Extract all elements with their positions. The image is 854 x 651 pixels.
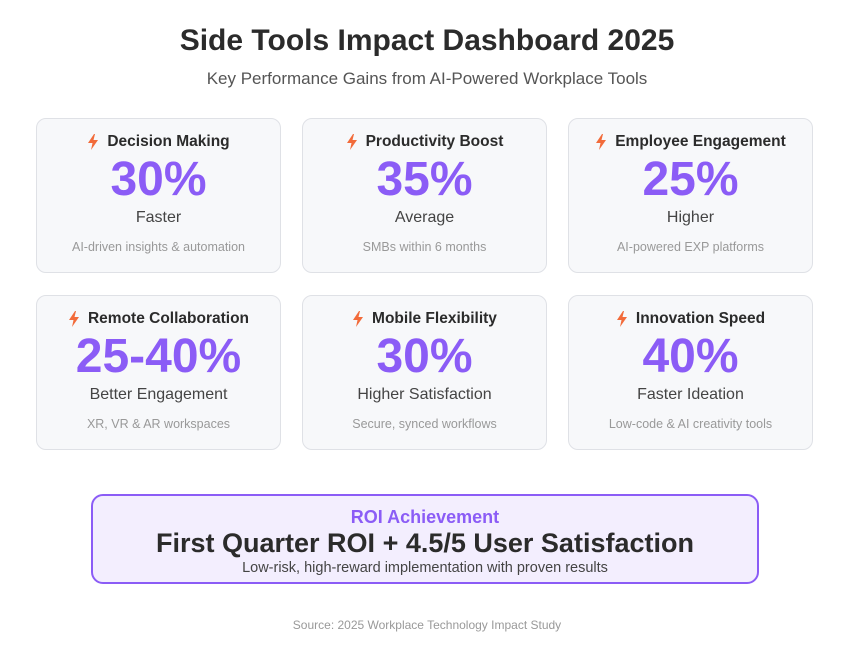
roi-label: ROI Achievement bbox=[350, 507, 500, 527]
card-description: Faster bbox=[135, 209, 182, 226]
metric-card-productivity-boost: Productivity Boost 35% Average SMBs with… bbox=[302, 118, 547, 273]
metric-card-decision-making: Decision Making 30% Faster AI-driven ins… bbox=[36, 118, 281, 273]
card-title: Mobile Flexibility bbox=[372, 310, 497, 327]
card-header: Innovation Speed bbox=[569, 309, 812, 329]
metrics-grid: Decision Making 30% Faster AI-driven ins… bbox=[36, 118, 814, 450]
card-note: SMBs within 6 months bbox=[362, 240, 487, 254]
card-header: Employee Engagement bbox=[569, 132, 812, 152]
metric-card-remote-collaboration: Remote Collaboration 25-40% Better Engag… bbox=[36, 295, 281, 450]
metric-card-mobile-flexibility: Mobile Flexibility 30% Higher Satisfacti… bbox=[302, 295, 547, 450]
card-value: 25% bbox=[642, 153, 739, 206]
card-value: 35% bbox=[376, 153, 473, 206]
card-title: Remote Collaboration bbox=[87, 310, 250, 327]
source-footnote: Source: 2025 Workplace Technology Impact… bbox=[292, 618, 562, 632]
page-subtitle: Key Performance Gains from AI-Powered Wo… bbox=[206, 69, 648, 88]
card-description: Higher bbox=[666, 209, 715, 226]
metric-card-innovation-speed: Innovation Speed 40% Faster Ideation Low… bbox=[568, 295, 813, 450]
metric-card-employee-engagement: Employee Engagement 25% Higher AI-powere… bbox=[568, 118, 813, 273]
card-note: AI-driven insights & automation bbox=[71, 240, 245, 254]
lightning-bolt-icon bbox=[616, 311, 627, 327]
card-header: Remote Collaboration bbox=[37, 309, 280, 329]
roi-headline: First Quarter ROI + 4.5/5 User Satisfact… bbox=[156, 528, 694, 558]
card-description: Better Engagement bbox=[89, 386, 228, 403]
lightning-bolt-icon bbox=[346, 134, 357, 150]
lightning-bolt-icon bbox=[68, 311, 79, 327]
card-description: Average bbox=[394, 209, 455, 226]
card-description: Higher Satisfaction bbox=[357, 386, 492, 403]
card-note: Low-code & AI creativity tools bbox=[608, 417, 773, 431]
card-header: Productivity Boost bbox=[303, 132, 546, 152]
lightning-bolt-icon bbox=[353, 311, 364, 327]
card-header: Decision Making bbox=[37, 132, 280, 152]
lightning-bolt-icon bbox=[596, 134, 607, 150]
card-title: Employee Engagement bbox=[615, 133, 786, 150]
card-note: XR, VR & AR workspaces bbox=[86, 417, 231, 431]
card-description: Faster Ideation bbox=[637, 386, 744, 403]
card-title: Decision Making bbox=[107, 133, 230, 150]
card-value: 40% bbox=[642, 330, 739, 383]
lightning-bolt-icon bbox=[88, 134, 99, 150]
card-value: 30% bbox=[376, 330, 473, 383]
card-title: Innovation Speed bbox=[635, 310, 766, 327]
page-title: Side Tools Impact Dashboard 2025 bbox=[179, 24, 675, 57]
roi-subtext: Low-risk, high-reward implementation wit… bbox=[242, 560, 608, 576]
card-title: Productivity Boost bbox=[365, 133, 504, 150]
card-header: Mobile Flexibility bbox=[303, 309, 546, 329]
card-note: Secure, synced workflows bbox=[352, 417, 497, 431]
card-value: 25-40% bbox=[75, 330, 242, 383]
roi-achievement-banner: ROI Achievement First Quarter ROI + 4.5/… bbox=[91, 494, 759, 584]
card-value: 30% bbox=[110, 153, 207, 206]
card-note: AI-powered EXP platforms bbox=[616, 240, 765, 254]
